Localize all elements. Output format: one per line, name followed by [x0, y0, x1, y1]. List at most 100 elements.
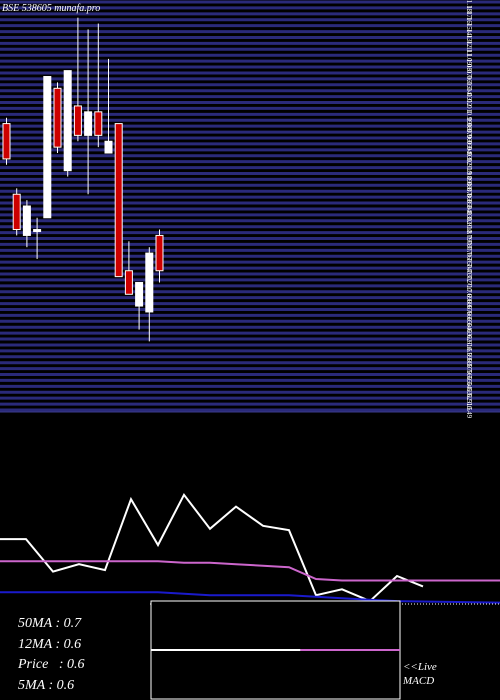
price-tick-label: 0.88 [465, 176, 473, 189]
stat-label: Price [18, 657, 49, 672]
candle [63, 70, 72, 177]
candle [94, 23, 103, 148]
stat-value: : 0.6 [55, 636, 82, 652]
chart-title: BSE 538605 munafa.pro [2, 3, 101, 14]
price-tick-label: 0.56 [465, 365, 473, 378]
price-tick-label: 0.58 [465, 353, 473, 366]
candle-body [124, 270, 133, 295]
price-tick-label: 0.89 [465, 170, 473, 183]
price-tick-label: 1.14 [465, 23, 473, 36]
candle [104, 58, 113, 154]
price-tick-label: 0.97 [465, 123, 473, 136]
price-tick-label: 0.79 [465, 229, 473, 242]
price-tick-label: 0.55 [465, 371, 473, 384]
price-tick-label: 0.78 [465, 235, 473, 248]
price-tick-label: 0.62 [465, 329, 473, 342]
price-tick-label: 0.84 [465, 200, 473, 213]
price-tick-label: 0.8 [465, 225, 473, 234]
candle [33, 217, 42, 259]
price-tick-label: 1.15 [465, 17, 473, 30]
price-tick-label: 1.16 [465, 12, 473, 25]
candle-body [53, 87, 62, 148]
price-tick-label: 0.71 [465, 276, 473, 289]
candle [114, 123, 123, 278]
price-tick-label: 1.05 [465, 76, 473, 89]
candle [155, 229, 164, 283]
price-tick-label: 0.93 [465, 147, 473, 160]
price-tick-label: 1 [465, 110, 473, 114]
price-tick-label: 0.83 [465, 206, 473, 219]
candle [12, 188, 21, 236]
stat-label: 12MA [18, 636, 52, 652]
candle-body [2, 123, 11, 160]
candle [53, 82, 62, 154]
stat-price: Price : 0.6 [18, 655, 85, 676]
macd-live-link[interactable]: <<Live MACD [403, 661, 437, 687]
stat-value: : 0.6 [51, 657, 85, 672]
price-tick-label: 0.77 [465, 241, 473, 254]
stat-label: 50MA [18, 616, 52, 631]
candle-body [33, 229, 42, 233]
price-tick-label: 0.87 [465, 182, 473, 195]
price-tick-label: 0.51 [465, 394, 473, 407]
price-tick-label: 0.67 [465, 300, 473, 313]
price-tick-label: 0.74 [465, 259, 473, 272]
candle-body [73, 105, 82, 136]
price-tick-label: 0.57 [465, 359, 473, 372]
price-tick-label: 0.86 [465, 188, 473, 201]
price-tick-label: 0.53 [465, 382, 473, 395]
price-tick-label: 0.72 [465, 271, 473, 284]
price-tick-label: 1.13 [465, 29, 473, 42]
price-tick-label: 1.03 [465, 88, 473, 101]
price-tick-label: 1.12 [465, 35, 473, 48]
price-tick-label: 0.68 [465, 294, 473, 307]
price-tick-label: 0.81 [465, 218, 473, 231]
macd-panel [150, 600, 401, 700]
price-tick-label: 1.06 [465, 70, 473, 83]
price-tick-label: 1.18 [465, 0, 473, 13]
indicator-series-line [0, 591, 500, 604]
price-tick-label: 0.76 [465, 247, 473, 260]
price-tick-label: 0.64 [465, 318, 473, 331]
candle-body [22, 205, 31, 236]
price-tick-label: 0.6 [465, 343, 473, 352]
candle-body [145, 252, 154, 313]
candle-body [94, 111, 103, 136]
candle [145, 247, 154, 342]
price-tick-label: 0.61 [465, 335, 473, 348]
candle-body [114, 123, 123, 278]
candle [22, 200, 31, 248]
candle [73, 17, 82, 142]
stat-5ma: 5MA : 0.6 [18, 676, 85, 697]
price-tick-label: 0.9 [465, 166, 473, 175]
candle-body [155, 234, 164, 272]
price-tick-label: 0.52 [465, 388, 473, 401]
price-tick-label: 0.63 [465, 323, 473, 336]
candle-body [12, 193, 21, 231]
indicator-panel [0, 492, 500, 605]
price-gridlines [0, 0, 500, 413]
price-tick-label: 1.17 [465, 6, 473, 19]
price-tick-labels: 1.181.171.161.151.141.131.121.111.11.091… [465, 0, 473, 419]
candle-body [43, 76, 52, 219]
macd-live-label[interactable]: <<Live MACD [403, 660, 437, 688]
price-tick-label: 0.7 [465, 284, 473, 293]
price-tick-label: 0.69 [465, 288, 473, 301]
candle-body [135, 282, 144, 307]
price-tick-label: 0.59 [465, 347, 473, 360]
price-tick-label: 0.92 [465, 153, 473, 166]
price-tick-label: 1.01 [465, 100, 473, 113]
price-tick-label: 1.09 [465, 53, 473, 66]
candle-body [84, 111, 93, 136]
price-tick-label: 0.91 [465, 159, 473, 172]
price-tick-label: 1.08 [465, 59, 473, 72]
candle-body [104, 140, 113, 154]
price-tick-label: 0.94 [465, 141, 473, 154]
price-tick-label: 0.95 [465, 135, 473, 148]
price-tick-label: 1.1 [465, 49, 473, 58]
indicator-series-line [0, 492, 424, 603]
stats-block: 50MA : 0.7 12MA : 0.6 Price : 0.6 5MA : … [18, 614, 85, 696]
stat-value: : 0.6 [48, 677, 75, 693]
candle [124, 241, 133, 295]
